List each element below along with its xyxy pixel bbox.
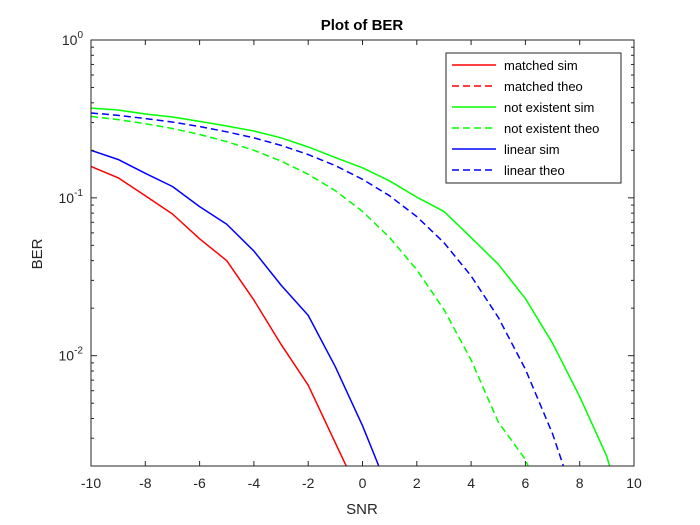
axes-layer: -10 -8 -6 -4 -2 0 2 4 6 8 10 100 10-1 10-2 xyxy=(59,30,642,491)
x-tick-label: 4 xyxy=(467,475,475,491)
x-tick-label: -4 xyxy=(248,475,261,491)
y-tick-label: 100 xyxy=(62,30,84,48)
legend-entry-label: matched theo xyxy=(504,79,583,94)
series-line-linear-theo xyxy=(91,112,565,466)
series-line-linear-sim xyxy=(91,149,380,466)
legend-entry-label: matched sim xyxy=(504,58,578,73)
x-tick-label: -8 xyxy=(139,475,152,491)
legend-box xyxy=(445,52,622,184)
x-tick-label: 2 xyxy=(413,475,421,491)
legend-entry-label: linear sim xyxy=(504,142,560,157)
x-tick-label: 0 xyxy=(359,475,367,491)
legend-entry-label: not existent theo xyxy=(504,121,599,136)
x-tick-label: -10 xyxy=(81,475,101,491)
x-tick-label: -6 xyxy=(193,475,206,491)
series-line-matched-sim xyxy=(91,165,347,466)
y-tick-label: 10-1 xyxy=(59,188,84,206)
legend-entry-label: not existent sim xyxy=(504,100,594,115)
legend: matched sim matched theo not existent sim n… xyxy=(445,52,622,184)
x-axis-label: SNR xyxy=(346,501,378,518)
series-line-not-existent-theo xyxy=(91,115,529,466)
x-tick-label: 8 xyxy=(576,475,584,491)
x-tick-label: -2 xyxy=(302,475,315,491)
series-line-not-existent-sim xyxy=(91,107,611,466)
x-tick-label: 10 xyxy=(626,475,642,491)
y-axis-label: BER xyxy=(29,238,46,269)
chart-title: Plot of BER xyxy=(321,17,404,34)
legend-entry-label: linear theo xyxy=(504,163,565,178)
y-tick-label: 10-2 xyxy=(59,346,84,364)
series-layer xyxy=(91,107,611,466)
x-tick-label: 6 xyxy=(522,475,530,491)
